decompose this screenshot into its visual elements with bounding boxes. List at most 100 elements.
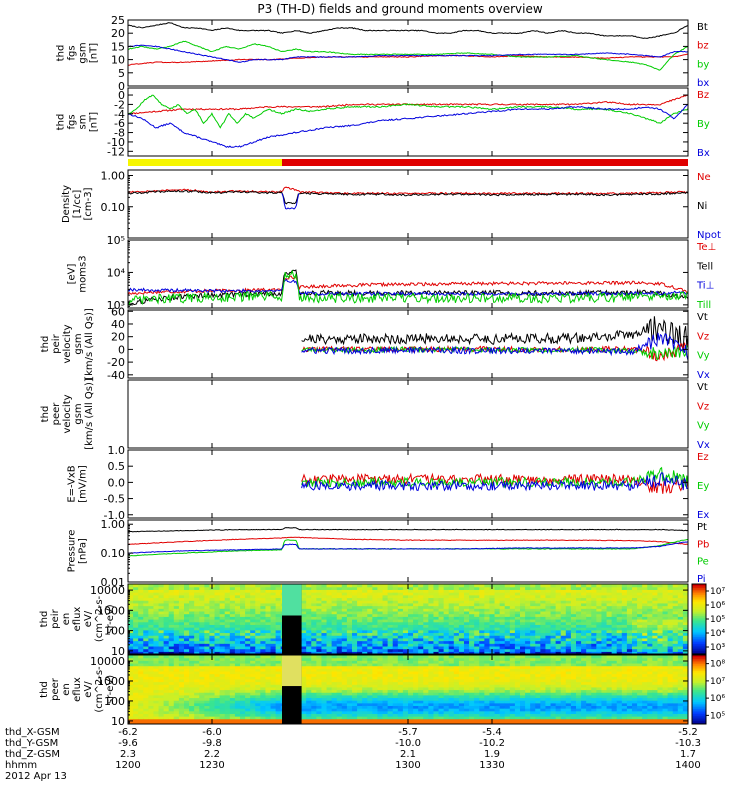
x-axis-tick-label: 1330 [479, 760, 504, 771]
y-tick-label: -0.5 [104, 493, 125, 506]
mode-bar-segment [282, 159, 688, 166]
panel-frame [128, 170, 688, 238]
y-axis-label: thd [39, 681, 50, 698]
y-axis-label: eV/ [83, 681, 94, 698]
y-axis-label: en [61, 683, 72, 696]
y-axis-label: peir [50, 608, 61, 628]
y-tick-label: 0.10 [101, 547, 126, 560]
y-tick-label: 0.5 [108, 460, 126, 473]
x-axis-tick-label: 1400 [675, 760, 700, 771]
y-axis-label: E=-VxB [67, 465, 78, 502]
y-tick-label: 10⁴ [107, 266, 126, 279]
colorbar-tick-label: 10⁵ [710, 711, 725, 721]
series-lines [128, 528, 688, 557]
colorbar-tick-label: 10⁸ [710, 660, 725, 670]
legend-Ex: Ex [697, 510, 709, 521]
x-axis-tick-label: -6.2 [118, 727, 138, 738]
y-axis-label: [nT] [89, 112, 100, 132]
colorbar-tick-label: 10⁶ [710, 601, 725, 611]
legend-Te⊥: Te⊥ [696, 242, 716, 253]
y-axis-label: thd [40, 336, 51, 353]
y-axis-label: [cm-3] [83, 187, 94, 220]
legend-Pb: Pb [697, 539, 709, 550]
x-axis-tick-label: -9.8 [202, 738, 222, 749]
y-axis-label: peer [51, 402, 62, 426]
y-axis-label: Density [61, 185, 72, 223]
y-axis-label: gsm [73, 403, 84, 424]
legend-Bz: Bz [697, 90, 709, 101]
colorbar-tick-label: 10⁵ [710, 615, 725, 625]
series-line-Pi [128, 542, 688, 554]
series-line-Pe [128, 539, 688, 556]
y-axis-label: [eV] [67, 264, 78, 285]
x-axis-tick-label: -10.3 [675, 738, 701, 749]
x-axis-row-label: thd_X-GSM [5, 727, 60, 738]
panel-frame [128, 88, 688, 156]
colorbar-tick-label: 10⁷ [710, 677, 725, 687]
colorbar-tick-label: 10³ [710, 643, 725, 653]
legend-Vt: Vt [697, 382, 708, 393]
series-lines [128, 270, 688, 305]
legend-Ti⊥: Ti⊥ [696, 281, 714, 292]
x-axis-tick-label: -5.4 [482, 727, 502, 738]
x-axis-tick-label: 1200 [115, 760, 140, 771]
y-tick-label: 10000 [90, 584, 125, 597]
legend-Tell: Tell [696, 261, 713, 272]
y-axis-label: eflux [72, 607, 83, 632]
data-gap-top [282, 584, 302, 616]
legend-Ni: Ni [697, 201, 707, 212]
y-tick-label: 40 [111, 318, 125, 331]
spectrogram-image [128, 655, 689, 725]
y-tick-label: 1.00 [101, 518, 126, 531]
legend-Vy: Vy [697, 351, 710, 362]
y-tick-label: 20 [111, 331, 125, 344]
y-tick-label: 15 [111, 40, 125, 53]
y-axis-label: gsm [73, 333, 84, 354]
series-line-Pt [128, 528, 688, 532]
x-axis-tick-label: 1300 [395, 760, 420, 771]
series-lines [302, 468, 688, 494]
x-axis-tick-label: 2.2 [204, 749, 220, 760]
series-lines [128, 95, 688, 147]
legend-Pi: Pi [697, 574, 706, 585]
y-axis-label: fgs [67, 114, 78, 129]
x-axis-tick-label: -5.2 [678, 727, 698, 738]
legend-Vt: Vt [697, 312, 708, 323]
x-axis-tick-label: 1.9 [484, 749, 500, 760]
series-line-Ne [128, 187, 688, 194]
y-axis-label: peer [50, 677, 61, 701]
x-axis-tick-label: 1.7 [680, 749, 696, 760]
x-axis-row-label: hhmm [5, 760, 37, 771]
legend-Till: Till [696, 300, 711, 311]
y-axis-label: peir [51, 333, 62, 353]
y-axis-label: (cm^2-s- [94, 595, 105, 642]
y-axis-label: thd [40, 406, 51, 423]
series-line-Bx [128, 104, 688, 147]
y-axis-label: thd [39, 611, 50, 628]
y-tick-label: 10 [111, 715, 125, 728]
panel-frame [128, 240, 688, 308]
series-line-Till [128, 271, 688, 305]
panel-mode_bar [128, 159, 688, 166]
x-axis-row: thd_Y-GSM-9.6-9.8-10.0-10.2-10.3 [5, 738, 701, 749]
y-axis-label: gsm [78, 42, 89, 63]
y-axis-label: moms3 [78, 255, 89, 292]
y-axis-label: eflux [72, 677, 83, 702]
y-axis-label: thd [56, 114, 67, 131]
legend-by: by [697, 59, 709, 70]
y-tick-label: 5 [118, 67, 125, 80]
colorbar-tick-label: 10⁶ [710, 694, 725, 704]
legend-Ne: Ne [697, 172, 711, 183]
y-axis-label: thd [56, 45, 67, 62]
x-axis-tick-label: 2.1 [400, 749, 416, 760]
y-axis-label: [mV/m] [78, 465, 89, 503]
